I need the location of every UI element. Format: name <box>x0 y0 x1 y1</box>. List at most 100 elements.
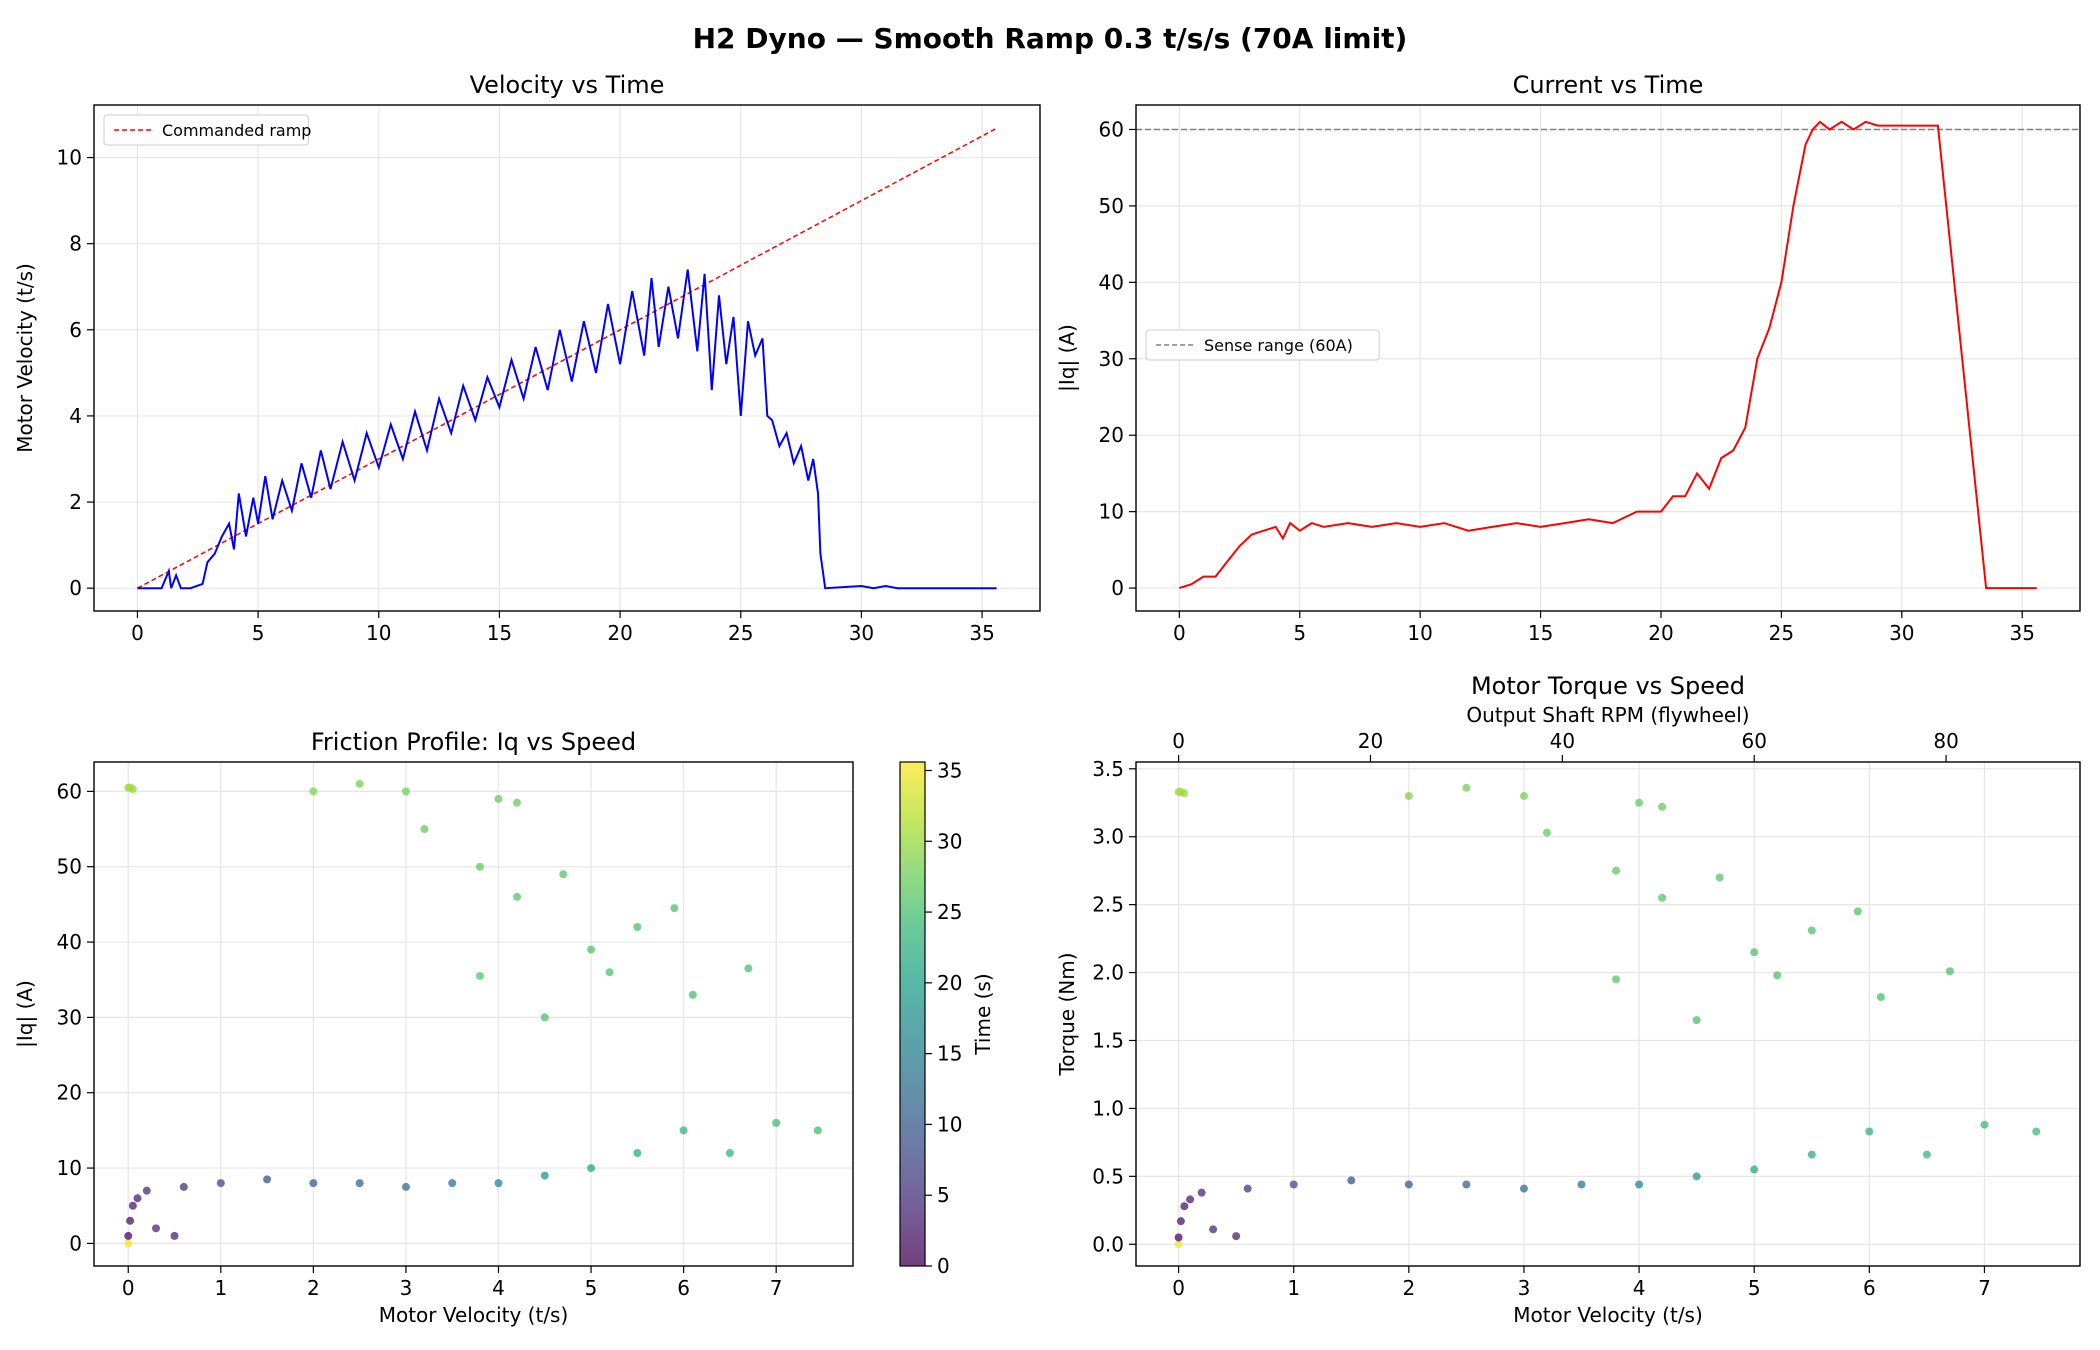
x2-tick-label: 40 <box>1550 729 1575 753</box>
y-tick-label: 10 <box>57 146 82 170</box>
x-tick-label: 2 <box>307 1276 320 1300</box>
x-tick-label: 1 <box>1287 1276 1300 1300</box>
y-axis-label: |Iq| (A) <box>13 980 37 1048</box>
scatter-point <box>633 1148 642 1157</box>
scatter-point <box>513 892 522 901</box>
x-tick-label: 4 <box>492 1276 505 1300</box>
series-line-0 <box>137 127 997 589</box>
scatter-point <box>448 1179 457 1188</box>
colorbar-tick-label: 5 <box>937 1183 950 1207</box>
scatter-point <box>587 945 596 954</box>
x-axis-label: Motor Velocity (t/s) <box>379 1303 569 1327</box>
scatter-point <box>1635 798 1644 807</box>
x-tick-label: 15 <box>1528 621 1553 645</box>
x-tick-label: 25 <box>728 621 753 645</box>
axes-frame <box>93 761 854 1267</box>
panel-cur: 0 5 10 15 20 25 30 35 0 10 20 30 40 50 60 Current vs Ti… <box>1055 71 2081 645</box>
scatter-point <box>813 1126 822 1135</box>
panel-title: Motor Torque vs Speed <box>1471 672 1745 700</box>
scatter-point <box>1945 967 1954 976</box>
y-tick-label: 2.5 <box>1092 893 1124 917</box>
scatter-point <box>1715 873 1724 882</box>
scatter-point <box>744 964 753 973</box>
y-tick-label: 40 <box>57 930 82 954</box>
y-tick-label: 30 <box>57 1005 82 1029</box>
panel-title: Friction Profile: Iq vs Speed <box>311 728 636 756</box>
scatter-point <box>1612 975 1621 984</box>
figure-suptitle: H2 Dyno — Smooth Ramp 0.3 t/s/s (70A lim… <box>693 22 1408 55</box>
y-tick-label: 40 <box>1099 270 1124 294</box>
axes-frame <box>1135 104 2081 612</box>
scatter-point <box>540 1171 549 1180</box>
panel-vel: 0 5 10 15 20 25 30 35 0 2 4 6 8 10 Velocity vs Time Mot… <box>13 71 1041 645</box>
legend-box <box>103 114 309 146</box>
y-tick-label: 0 <box>69 1231 82 1255</box>
colorbar-tick-label: 35 <box>937 758 962 782</box>
colorbar-tick-label: 0 <box>937 1254 950 1278</box>
colorbar-tick-label: 30 <box>937 829 962 853</box>
x2-tick-label: 0 <box>1172 729 1185 753</box>
scatter-point <box>1658 893 1667 902</box>
x2-tick-label: 80 <box>1933 729 1958 753</box>
y-tick-label: 50 <box>57 855 82 879</box>
scatter-point <box>126 1216 135 1225</box>
scatter-point <box>355 779 364 788</box>
legend: Sense range (60A) <box>1145 329 1380 361</box>
scatter-point <box>2032 1127 2041 1136</box>
scatter-point <box>170 1231 179 1240</box>
scatter-point <box>124 1231 133 1240</box>
scatter-point <box>1692 1016 1701 1025</box>
series-line-1 <box>137 269 997 590</box>
y-axis-label: |Iq| (A) <box>1055 324 1079 392</box>
x-tick-label: 15 <box>487 621 512 645</box>
scatter-point <box>475 971 484 980</box>
scatter-point <box>309 787 318 796</box>
scatter-point <box>1635 1180 1644 1189</box>
scatter-point <box>1980 1120 1989 1129</box>
y-tick-label: 1.5 <box>1092 1028 1124 1052</box>
y-tick-label: 0 <box>1111 576 1124 600</box>
y-tick-label: 60 <box>57 779 82 803</box>
scatter-point <box>494 794 503 803</box>
scatter-point <box>216 1179 225 1188</box>
scatter-point <box>494 1179 503 1188</box>
panel-title: Velocity vs Time <box>470 71 665 99</box>
scatter-point <box>1209 1225 1218 1234</box>
x-tick-label: 30 <box>1889 621 1914 645</box>
legend-label: Commanded ramp <box>162 121 311 140</box>
y-tick-label: 0.0 <box>1092 1232 1124 1256</box>
x-tick-label: 5 <box>252 621 265 645</box>
x-tick-label: 0 <box>1173 621 1186 645</box>
x-tick-label: 3 <box>400 1276 413 1300</box>
x-tick-label: 6 <box>1863 1276 1876 1300</box>
x-tick-label: 10 <box>1407 621 1432 645</box>
x-tick-label: 2 <box>1402 1276 1415 1300</box>
y-tick-label: 10 <box>57 1156 82 1180</box>
x-tick-label: 25 <box>1769 621 1794 645</box>
colorbar <box>899 761 926 1267</box>
scatter-point <box>1658 802 1667 811</box>
scatter-point <box>152 1224 161 1233</box>
scatter-point <box>1692 1172 1701 1181</box>
x2-tick-label: 20 <box>1358 729 1383 753</box>
y-tick-label: 60 <box>1099 117 1124 141</box>
scatter-point <box>1347 1176 1356 1185</box>
axes-frame <box>1135 761 2081 1267</box>
scatter-point <box>355 1179 364 1188</box>
scatter-point <box>1186 1195 1195 1204</box>
x-tick-label: 7 <box>770 1276 783 1300</box>
scatter-point <box>1865 1127 1874 1136</box>
scatter-point <box>633 922 642 931</box>
scatter-point <box>1174 1233 1183 1242</box>
scatter-point <box>670 904 679 913</box>
scatter-point <box>133 1194 142 1203</box>
scatter-point <box>142 1186 151 1195</box>
scatter-point <box>1243 1184 1252 1193</box>
scatter-point <box>1197 1188 1206 1197</box>
scatter-point <box>263 1175 272 1184</box>
scatter-point <box>605 968 614 977</box>
x-tick-label: 4 <box>1633 1276 1646 1300</box>
x-tick-label: 30 <box>849 621 874 645</box>
legend: Commanded ramp <box>103 114 311 146</box>
y-tick-label: 8 <box>69 232 82 256</box>
